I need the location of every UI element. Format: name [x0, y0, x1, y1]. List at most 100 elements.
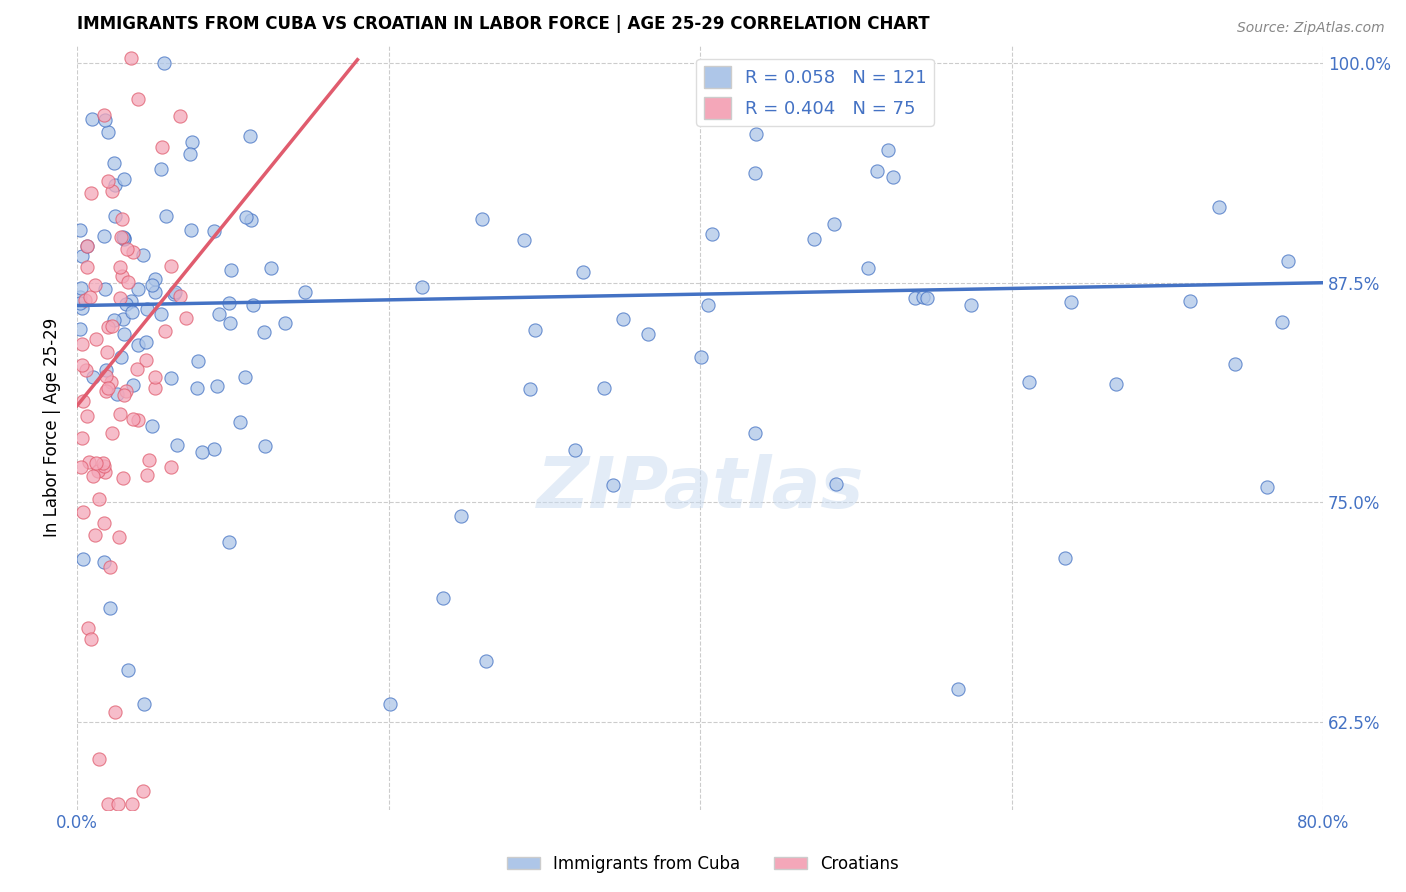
Point [150, 162, 173, 177]
Point [1018, 375, 1040, 389]
Point [186, 381, 208, 395]
Point [744, 165, 766, 179]
Point [103, 156, 125, 170]
Point [84, 277, 107, 292]
Point [150, 139, 173, 153]
Point [519, 382, 541, 396]
Point [181, 135, 204, 149]
Point [141, 277, 163, 292]
Point [93, 113, 115, 128]
Point [169, 288, 191, 302]
Point [110, 230, 132, 244]
Point [104, 705, 127, 719]
Point [69, 322, 91, 336]
Point [96, 345, 118, 359]
Point [91, 456, 114, 470]
Point [112, 172, 135, 186]
Point [101, 185, 124, 199]
Point [76, 238, 98, 252]
Point [233, 370, 256, 384]
Point [803, 232, 825, 246]
Point [100, 601, 122, 615]
Point [111, 311, 134, 326]
Point [100, 375, 122, 389]
Point [101, 425, 124, 440]
Point [120, 293, 142, 308]
Point [117, 275, 139, 289]
Point [169, 109, 191, 123]
Point [96, 369, 118, 384]
Point [612, 311, 634, 326]
Point [141, 418, 163, 433]
Point [121, 797, 143, 812]
Point [70, 432, 93, 446]
Point [110, 260, 132, 275]
Point [112, 232, 135, 246]
Point [96, 125, 118, 139]
Point [122, 245, 145, 260]
Point [132, 783, 155, 797]
Point [72, 505, 94, 519]
Point [127, 282, 149, 296]
Point [93, 108, 115, 122]
Point [823, 217, 845, 231]
Point [378, 697, 401, 711]
Point [127, 413, 149, 427]
Point [475, 654, 498, 668]
Point [72, 551, 94, 566]
Point [94, 362, 117, 376]
Point [82, 468, 104, 483]
Point [432, 591, 454, 606]
Point [744, 425, 766, 440]
Point [107, 797, 129, 812]
Point [111, 268, 134, 283]
Point [69, 459, 91, 474]
Point [87, 492, 110, 507]
Point [115, 384, 138, 398]
Point [513, 233, 536, 247]
Point [115, 297, 138, 311]
Point [136, 302, 159, 317]
Point [239, 128, 262, 143]
Point [150, 307, 173, 321]
Point [1223, 358, 1246, 372]
Point [1060, 294, 1083, 309]
Point [260, 260, 283, 275]
Point [108, 407, 131, 421]
Point [155, 324, 177, 338]
Point [93, 555, 115, 569]
Point [80, 112, 103, 126]
Point [69, 290, 91, 304]
Point [221, 263, 243, 277]
Point [1053, 550, 1076, 565]
Point [1256, 480, 1278, 494]
Point [111, 471, 134, 485]
Point [242, 298, 264, 312]
Point [112, 231, 135, 245]
Point [69, 223, 91, 237]
Point [98, 560, 121, 574]
Legend: Immigrants from Cuba, Croatians: Immigrants from Cuba, Croatians [501, 848, 905, 880]
Point [1104, 376, 1126, 391]
Point [824, 476, 846, 491]
Point [882, 170, 904, 185]
Legend: R = 0.058   N = 121, R = 0.404   N = 75: R = 0.058 N = 121, R = 0.404 N = 75 [696, 59, 934, 126]
Point [84, 528, 107, 542]
Point [202, 442, 225, 456]
Point [689, 350, 711, 364]
Point [218, 534, 240, 549]
Point [593, 381, 616, 395]
Point [134, 697, 156, 711]
Point [572, 265, 595, 279]
Point [229, 415, 252, 429]
Point [143, 381, 166, 395]
Point [877, 144, 900, 158]
Point [136, 467, 159, 482]
Point [235, 210, 257, 224]
Point [274, 316, 297, 330]
Point [108, 291, 131, 305]
Point [132, 248, 155, 262]
Point [205, 379, 228, 393]
Point [160, 259, 183, 273]
Point [917, 291, 939, 305]
